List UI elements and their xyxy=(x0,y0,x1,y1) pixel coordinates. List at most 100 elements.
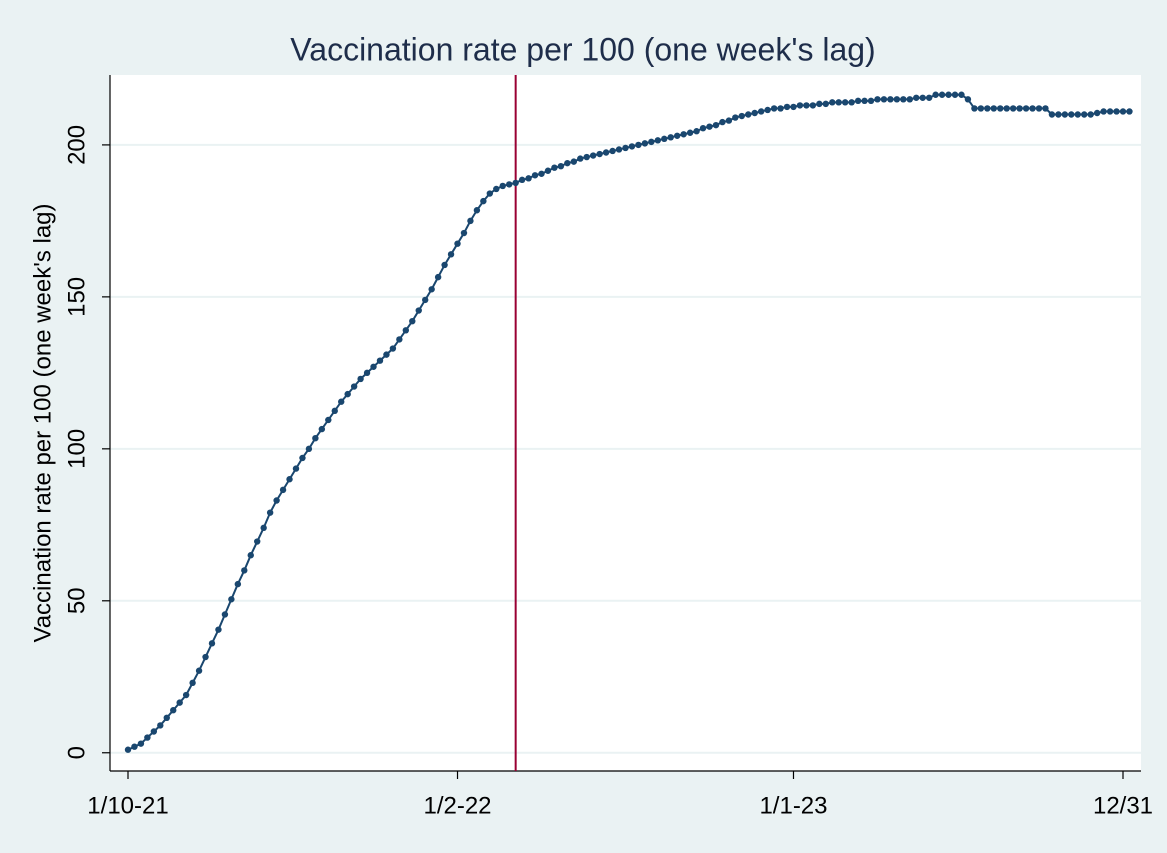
data-point xyxy=(428,286,435,293)
data-point xyxy=(564,159,571,167)
data-point xyxy=(822,100,829,108)
data-point xyxy=(1100,108,1107,115)
data-point xyxy=(596,150,603,158)
data-point xyxy=(602,149,610,156)
data-point xyxy=(1035,105,1043,112)
data-point xyxy=(396,336,403,343)
data-point xyxy=(473,207,481,214)
data-point xyxy=(861,97,868,105)
data-point xyxy=(984,105,991,112)
data-point xyxy=(900,96,907,103)
data-point xyxy=(1119,108,1127,115)
data-point xyxy=(1016,105,1023,112)
data-point xyxy=(357,375,364,383)
data-point xyxy=(137,740,145,747)
x-tick-label: 1/10-21 xyxy=(87,792,168,819)
data-point xyxy=(686,129,694,136)
y-tick-label: 0 xyxy=(63,746,90,759)
data-point xyxy=(279,486,287,494)
data-point xyxy=(376,357,384,364)
data-point xyxy=(350,383,358,390)
data-point xyxy=(809,102,817,109)
data-point xyxy=(1106,108,1114,115)
data-point xyxy=(751,109,758,117)
data-point xyxy=(699,124,707,132)
data-point xyxy=(228,596,235,603)
data-point xyxy=(460,229,468,237)
data-point xyxy=(1009,105,1017,112)
data-point xyxy=(176,699,183,706)
data-point xyxy=(635,141,642,149)
data-point xyxy=(292,465,300,472)
data-point xyxy=(409,317,416,325)
data-point xyxy=(628,143,636,150)
data-point xyxy=(609,147,616,155)
data-point xyxy=(273,497,280,504)
data-point xyxy=(447,251,455,258)
data-point xyxy=(719,118,726,126)
data-point xyxy=(247,552,254,559)
x-tick-label: 12/31 xyxy=(1093,792,1153,819)
data-point xyxy=(157,722,164,729)
data-point xyxy=(318,425,326,433)
data-point xyxy=(777,105,784,112)
data-point xyxy=(441,261,448,269)
data-point xyxy=(208,640,216,647)
data-point xyxy=(1081,111,1088,118)
data-point xyxy=(706,123,713,130)
data-point xyxy=(1093,109,1101,117)
data-point xyxy=(389,345,397,352)
data-point xyxy=(221,611,229,618)
data-point xyxy=(880,96,888,103)
data-point xyxy=(887,96,894,103)
data-point xyxy=(506,181,513,188)
data-point xyxy=(286,476,293,483)
data-point xyxy=(557,162,565,170)
data-point xyxy=(144,734,151,741)
data-point xyxy=(254,538,261,545)
data-point xyxy=(615,146,623,153)
data-point xyxy=(958,91,965,98)
data-point xyxy=(680,131,687,138)
data-point xyxy=(538,170,545,177)
data-point xyxy=(415,307,422,314)
data-point xyxy=(518,176,526,184)
data-point xyxy=(305,445,313,453)
data-point xyxy=(867,97,875,105)
data-point xyxy=(1055,111,1062,118)
data-point xyxy=(363,369,371,377)
data-point xyxy=(841,99,849,106)
data-point xyxy=(551,164,558,171)
data-point xyxy=(544,167,552,174)
data-point xyxy=(402,327,410,334)
data-point xyxy=(434,273,442,281)
data-point xyxy=(312,434,319,442)
x-tick-label: 1/1-23 xyxy=(759,792,827,819)
data-point xyxy=(938,91,946,98)
data-point xyxy=(170,707,177,714)
data-point xyxy=(661,135,668,143)
data-point xyxy=(835,99,842,106)
data-point xyxy=(1074,111,1081,118)
data-point xyxy=(764,106,771,114)
data-point xyxy=(732,114,739,121)
data-point xyxy=(848,99,855,106)
data-point xyxy=(1003,105,1010,112)
data-point xyxy=(1022,105,1030,112)
data-point xyxy=(163,714,170,722)
data-point xyxy=(577,155,584,162)
data-point xyxy=(189,679,196,687)
data-point xyxy=(512,179,519,187)
data-point xyxy=(854,97,862,105)
data-point xyxy=(796,102,804,109)
data-point xyxy=(803,102,810,109)
data-point xyxy=(1061,111,1069,118)
data-point xyxy=(693,128,700,135)
data-point xyxy=(990,105,997,112)
data-point xyxy=(499,182,506,190)
data-point xyxy=(370,363,377,370)
y-tick-label: 150 xyxy=(63,277,90,317)
data-point xyxy=(977,105,985,112)
